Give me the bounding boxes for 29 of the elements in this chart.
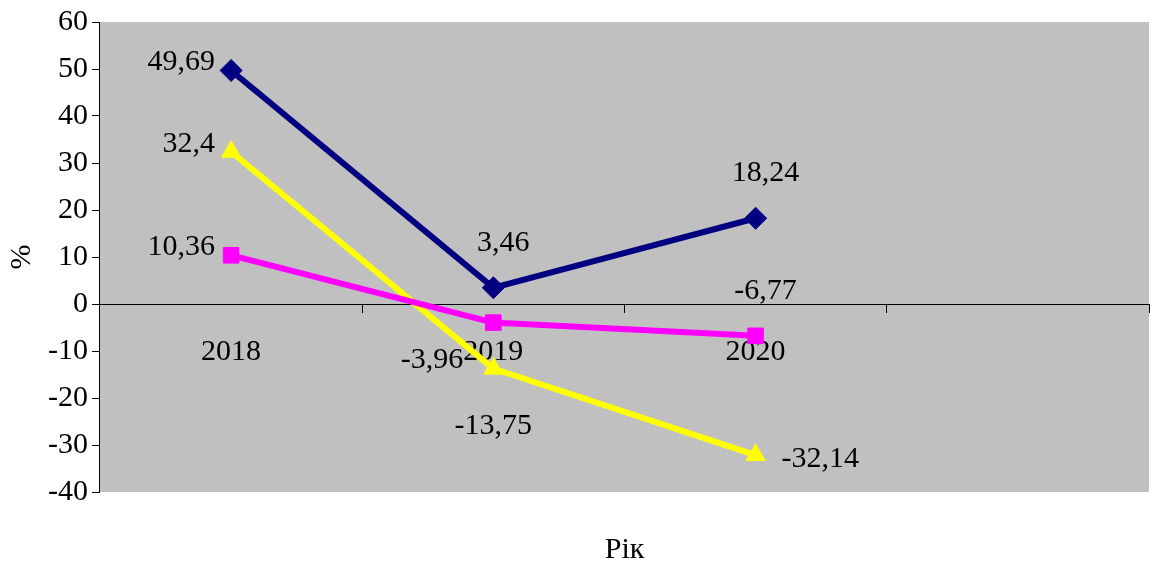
point bbox=[744, 206, 768, 230]
data-label: 10,36 bbox=[147, 228, 216, 262]
data-label: 18,24 bbox=[731, 154, 800, 188]
data-label: -6,77 bbox=[734, 271, 797, 305]
point bbox=[219, 58, 243, 82]
x-tick-label: 2020 bbox=[725, 332, 786, 366]
data-label: -3,96 bbox=[400, 341, 464, 375]
y-tick-label: 10 bbox=[57, 237, 88, 271]
x-tick-label: 2018 bbox=[201, 332, 262, 366]
data-label: 32,4 bbox=[162, 124, 216, 158]
y-tick-label: 20 bbox=[57, 190, 88, 224]
y-tick-label: 40 bbox=[57, 96, 88, 130]
data-label: 49,69 bbox=[147, 43, 216, 77]
y-axis-title: % bbox=[2, 244, 36, 270]
point bbox=[222, 247, 240, 264]
y-tick-label: -20 bbox=[47, 378, 88, 412]
y-tick-label: 50 bbox=[57, 49, 88, 83]
y-tick-label: 0 bbox=[72, 284, 88, 318]
point bbox=[485, 314, 502, 331]
data-label: -13,75 bbox=[454, 406, 533, 440]
data-label: -32,14 bbox=[781, 439, 860, 473]
y-tick-label: -10 bbox=[47, 331, 88, 365]
y-tick-label: 30 bbox=[57, 143, 88, 177]
data-label: 3,46 bbox=[477, 223, 530, 257]
y-tick-label: -30 bbox=[47, 425, 88, 459]
x-axis-title: Рік bbox=[604, 530, 645, 564]
point bbox=[481, 276, 505, 300]
y-tick-label: -40 bbox=[47, 472, 88, 506]
y-tick-label: 60 bbox=[57, 2, 88, 36]
